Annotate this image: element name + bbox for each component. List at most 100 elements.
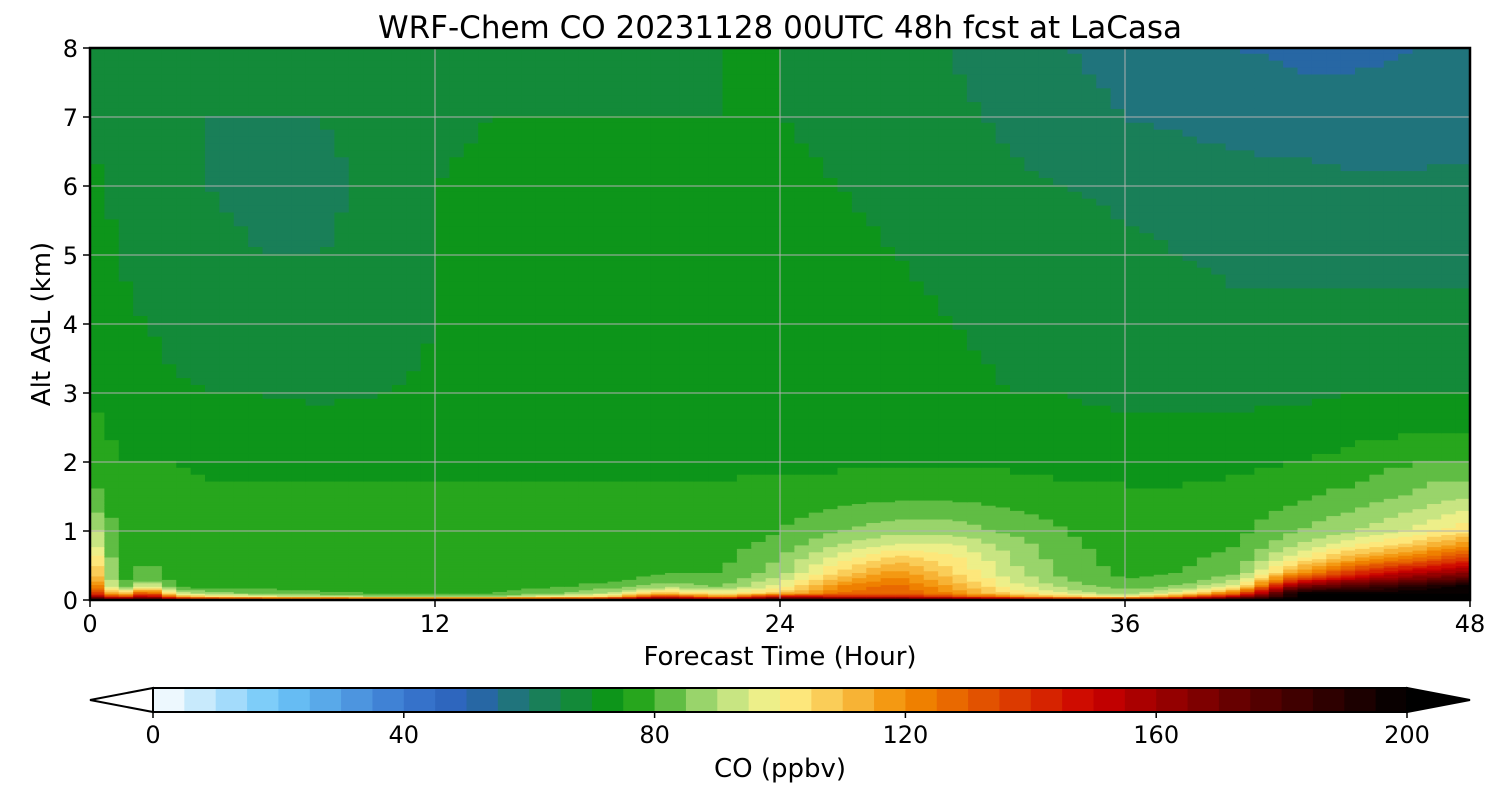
- field-cell: [492, 558, 508, 561]
- field-cell: [521, 581, 537, 584]
- field-cell: [334, 513, 350, 517]
- field-cell: [377, 546, 393, 549]
- field-cell: [1340, 587, 1356, 591]
- field-cell: [348, 536, 364, 539]
- field-cell: [348, 518, 364, 522]
- field-cell: [578, 539, 594, 542]
- field-cell: [550, 568, 565, 572]
- field-cell: [909, 589, 925, 592]
- field-cell: [823, 572, 839, 575]
- field-cell: [363, 589, 379, 592]
- field-cell: [377, 568, 393, 572]
- field-cell: [866, 572, 882, 575]
- field-cell: [679, 572, 695, 575]
- field-cell: [1067, 560, 1083, 563]
- field-cell: [233, 581, 249, 584]
- field-cell: [1038, 532, 1054, 536]
- field-cell: [435, 558, 450, 561]
- field-cell: [219, 586, 235, 589]
- field-cell: [1081, 562, 1097, 565]
- field-cell: [621, 537, 637, 541]
- field-cell: [938, 544, 954, 548]
- field-cell: [1153, 562, 1169, 565]
- field-cell: [449, 541, 465, 544]
- field-cell: [952, 568, 968, 572]
- field-cell: [1096, 513, 1112, 517]
- field-cell: [391, 562, 407, 565]
- field-cell: [550, 548, 565, 551]
- field-cell: [952, 520, 968, 523]
- field-cell: [808, 586, 824, 589]
- field-cell: [420, 574, 436, 577]
- field-cell: [1369, 555, 1385, 558]
- field-cell: [521, 525, 537, 529]
- field-cell: [851, 543, 867, 546]
- field-cell: [593, 572, 609, 575]
- field-cell: [751, 567, 767, 570]
- field-cell: [665, 574, 680, 577]
- field-cell: [205, 558, 220, 561]
- field-cell: [966, 562, 982, 565]
- field-cell: [1412, 513, 1428, 517]
- field-cell: [1240, 584, 1255, 587]
- field-cell: [305, 541, 321, 544]
- field-cell: [205, 525, 220, 529]
- field-cell: [161, 546, 177, 549]
- field-cell: [794, 596, 810, 599]
- field-cell: [1268, 558, 1284, 561]
- field-cell: [463, 553, 479, 556]
- field-cell: [1081, 536, 1097, 539]
- field-cell: [1024, 553, 1040, 556]
- field-cell: [636, 541, 652, 544]
- field-cell: [219, 570, 235, 573]
- field-cell: [550, 555, 565, 558]
- field-cell: [1038, 544, 1054, 548]
- field-cell: [1268, 536, 1284, 539]
- field-cell: [765, 534, 781, 537]
- field-cell: [636, 575, 652, 579]
- field-cell: [1340, 584, 1356, 587]
- field-cell: [1168, 579, 1184, 582]
- field-cell: [449, 572, 465, 575]
- field-cell: [1153, 560, 1169, 563]
- field-cell: [1125, 524, 1140, 527]
- field-cell: [866, 594, 882, 598]
- field-cell: [995, 593, 1011, 596]
- field-cell: [219, 536, 235, 539]
- field-cell: [305, 531, 321, 534]
- field-cell: [1081, 513, 1097, 517]
- field-cell: [176, 548, 192, 551]
- field-cell: [679, 584, 695, 587]
- field-cell: [305, 512, 321, 515]
- field-cell: [190, 586, 206, 589]
- field-cell: [1139, 534, 1155, 537]
- field-cell: [650, 541, 666, 544]
- field-cell: [751, 513, 767, 517]
- field-cell: [880, 565, 896, 568]
- field-cell: [320, 520, 335, 523]
- field-cell: [837, 522, 853, 525]
- field-cell: [794, 556, 810, 560]
- field-cell: [851, 525, 867, 529]
- field-cell: [995, 579, 1011, 582]
- field-cell: [952, 586, 968, 589]
- field-cell: [1125, 518, 1140, 522]
- field-cell: [679, 532, 695, 536]
- field-cell: [923, 560, 939, 563]
- field-cell: [995, 596, 1011, 599]
- field-cell: [1283, 594, 1299, 598]
- field-cell: [305, 579, 321, 582]
- field-cell: [851, 568, 867, 572]
- field-cell: [1196, 518, 1212, 522]
- field-cell: [1024, 562, 1040, 565]
- field-cell: [794, 586, 810, 589]
- field-cell: [1182, 531, 1198, 534]
- field-cell: [348, 537, 364, 541]
- field-cell: [952, 531, 968, 534]
- field-cell: [133, 549, 149, 553]
- field-cell: [708, 587, 724, 591]
- field-cell: [708, 574, 724, 577]
- field-cell: [1153, 541, 1169, 544]
- field-cell: [794, 534, 810, 537]
- field-cell: [650, 529, 666, 532]
